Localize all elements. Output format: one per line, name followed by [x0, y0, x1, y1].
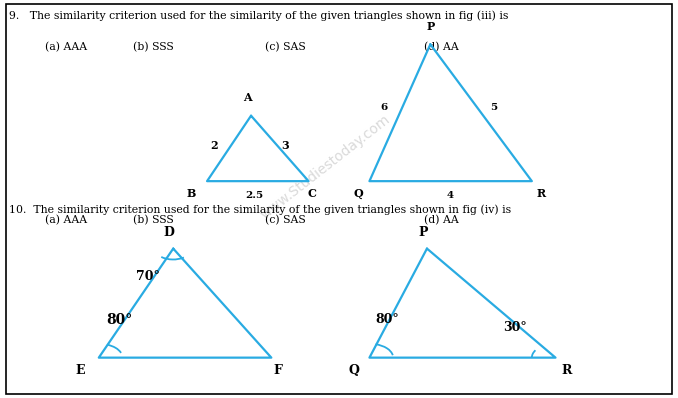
Text: B: B	[187, 187, 196, 199]
Text: P: P	[419, 226, 428, 239]
Text: Q: Q	[348, 364, 359, 377]
Text: E: E	[76, 364, 85, 377]
Text: (a) AAA: (a) AAA	[45, 215, 87, 225]
Text: Q: Q	[353, 187, 363, 199]
Text: D: D	[163, 226, 174, 239]
Text: R: R	[561, 364, 572, 377]
Text: P: P	[426, 21, 435, 32]
Text: A: A	[243, 92, 252, 103]
Text: 3: 3	[281, 140, 289, 151]
Text: (c) SAS: (c) SAS	[264, 215, 305, 225]
Text: (d) AA: (d) AA	[424, 42, 458, 53]
Text: 2: 2	[210, 140, 218, 151]
Text: (b) SSS: (b) SSS	[133, 215, 174, 225]
Text: 6: 6	[381, 103, 388, 112]
Text: (d) AA: (d) AA	[424, 215, 458, 225]
Text: 80°: 80°	[106, 313, 132, 327]
Text: R: R	[536, 187, 545, 199]
Text: F: F	[274, 364, 283, 377]
Text: (a) AAA: (a) AAA	[45, 42, 87, 53]
Text: 9.   The similarity criterion used for the similarity of the given triangles sho: 9. The similarity criterion used for the…	[9, 11, 508, 21]
Text: 10.  The similarity criterion used for the similarity of the given triangles sho: 10. The similarity criterion used for th…	[9, 204, 511, 215]
Text: (b) SSS: (b) SSS	[133, 42, 174, 53]
Text: www.Studiestoday.com: www.Studiestoday.com	[258, 112, 393, 222]
Text: 2.5: 2.5	[245, 191, 264, 200]
Text: 30°: 30°	[503, 322, 527, 334]
Text: 70°: 70°	[136, 270, 160, 283]
Text: 5: 5	[490, 103, 497, 112]
Text: C: C	[308, 187, 317, 199]
Text: 80°: 80°	[376, 314, 399, 326]
Text: (c) SAS: (c) SAS	[264, 42, 305, 53]
Text: 4: 4	[447, 191, 454, 200]
